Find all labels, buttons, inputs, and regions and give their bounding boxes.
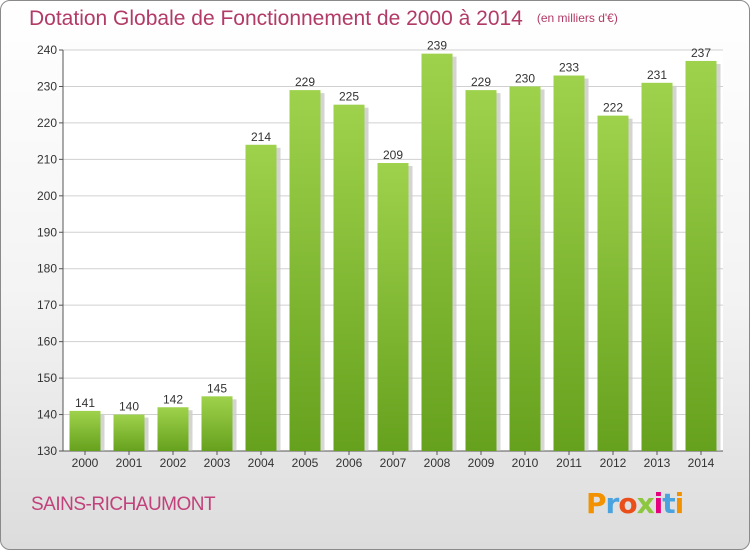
logo-letter: x: [636, 487, 655, 520]
label-layer: 141 2000 140 2001 142 2002 145 2003 214 2004 229 20…: [72, 39, 715, 470]
x-tick-label: 2004: [248, 456, 275, 470]
y-tick-label: 240: [37, 43, 57, 57]
data-label: 209: [383, 148, 403, 162]
bar: [685, 60, 717, 451]
x-tick-label: 2013: [644, 456, 671, 470]
x-tick-label: 2006: [336, 456, 363, 470]
chart-title-text: Dotation Globale de Fonctionnement de 20…: [29, 7, 523, 30]
logo-letter: r: [605, 487, 620, 520]
data-label: 225: [339, 90, 359, 104]
bar: [289, 90, 321, 451]
data-label: 214: [251, 130, 271, 144]
bar: [509, 86, 541, 452]
data-label: 142: [163, 392, 183, 406]
logo-letter: i: [653, 487, 664, 520]
bar-layer: [69, 53, 721, 452]
x-tick-label: 2012: [600, 456, 627, 470]
data-label: 237: [691, 46, 711, 60]
logo-letter: o: [618, 487, 637, 520]
bar: [69, 410, 101, 451]
commune-name: SAINS-RICHAUMONT: [31, 494, 216, 515]
x-tick-label: 2010: [512, 456, 539, 470]
chart-title: Dotation Globale de Fonctionnement de 20…: [29, 7, 618, 31]
x-tick-label: 2008: [424, 456, 451, 470]
x-tick-label: 2005: [292, 456, 319, 470]
bar: [157, 407, 189, 451]
y-tick-label: 220: [37, 116, 57, 130]
logo-letter: i: [674, 487, 685, 520]
bar: [377, 163, 409, 451]
bar: [113, 414, 145, 451]
data-label: 231: [647, 68, 667, 82]
bar: [333, 104, 365, 451]
bar: [641, 82, 673, 452]
data-label: 230: [515, 71, 535, 85]
data-label: 141: [75, 396, 95, 410]
data-label: 239: [427, 39, 447, 53]
y-tick-label: 180: [37, 262, 57, 276]
bar: [465, 90, 497, 451]
bar: [201, 396, 233, 451]
y-tick-label: 200: [37, 189, 57, 203]
y-tick-label: 150: [37, 371, 57, 385]
bar: [597, 115, 629, 452]
y-tick-label: 140: [37, 408, 57, 422]
x-tick-label: 2007: [380, 456, 407, 470]
data-label: 229: [471, 75, 491, 89]
data-label: 140: [119, 400, 139, 414]
bar: [245, 144, 277, 452]
proxiti-logo: Proxiti: [586, 487, 685, 520]
chart-unit-label: (en milliers d'€): [536, 11, 618, 25]
y-tick-label: 160: [37, 335, 57, 349]
bar: [553, 75, 585, 451]
data-label: 233: [559, 61, 579, 75]
y-tick-label: 170: [37, 298, 57, 312]
x-tick-label: 2001: [116, 456, 143, 470]
logo-letter: t: [662, 487, 675, 520]
data-label: 222: [603, 101, 623, 115]
x-tick-label: 2009: [468, 456, 495, 470]
y-tick-label: 210: [37, 152, 57, 166]
x-tick-label: 2011: [556, 456, 582, 470]
y-tick-label: 190: [37, 225, 57, 239]
x-tick-label: 2014: [688, 456, 715, 470]
x-tick-label: 2002: [160, 456, 187, 470]
x-tick-label: 2000: [72, 456, 99, 470]
y-tick-label: 230: [37, 79, 57, 93]
data-label: 145: [207, 381, 227, 395]
data-label: 229: [295, 75, 315, 89]
bar: [421, 53, 453, 452]
logo-letter: P: [586, 487, 607, 520]
x-tick-label: 2003: [204, 456, 231, 470]
y-tick-label: 130: [37, 444, 57, 458]
